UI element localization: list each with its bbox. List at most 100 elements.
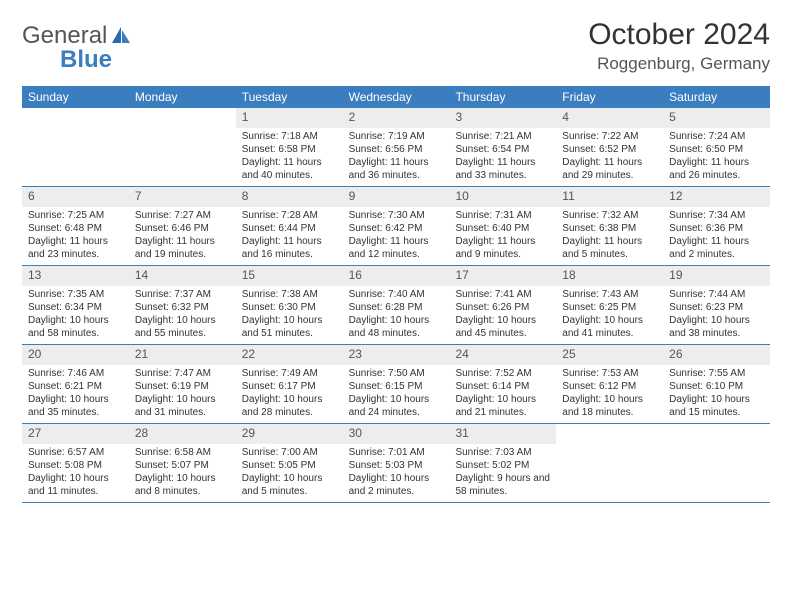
day-body: Sunrise: 6:58 AMSunset: 5:07 PMDaylight:… xyxy=(129,444,236,498)
day-cell: 8Sunrise: 7:28 AMSunset: 6:44 PMDaylight… xyxy=(236,187,343,265)
daylight-text: Daylight: 10 hours and 28 minutes. xyxy=(242,393,337,419)
day-header-cell: Sunday xyxy=(22,86,129,108)
day-cell: 15Sunrise: 7:38 AMSunset: 6:30 PMDayligh… xyxy=(236,266,343,344)
sunrise-text: Sunrise: 7:49 AM xyxy=(242,367,337,380)
sunrise-text: Sunrise: 7:01 AM xyxy=(349,446,444,459)
day-number xyxy=(556,424,663,444)
sunset-text: Sunset: 5:07 PM xyxy=(135,459,230,472)
day-body: Sunrise: 6:57 AMSunset: 5:08 PMDaylight:… xyxy=(22,444,129,498)
day-header-cell: Thursday xyxy=(449,86,556,108)
sunrise-text: Sunrise: 7:44 AM xyxy=(669,288,764,301)
sunrise-text: Sunrise: 7:55 AM xyxy=(669,367,764,380)
day-body: Sunrise: 7:46 AMSunset: 6:21 PMDaylight:… xyxy=(22,365,129,419)
day-body: Sunrise: 7:38 AMSunset: 6:30 PMDaylight:… xyxy=(236,286,343,340)
day-body: Sunrise: 7:19 AMSunset: 6:56 PMDaylight:… xyxy=(343,128,450,182)
day-cell: 30Sunrise: 7:01 AMSunset: 5:03 PMDayligh… xyxy=(343,424,450,502)
sunset-text: Sunset: 6:40 PM xyxy=(455,222,550,235)
day-body: Sunrise: 7:40 AMSunset: 6:28 PMDaylight:… xyxy=(343,286,450,340)
day-number: 17 xyxy=(449,266,556,286)
day-number: 13 xyxy=(22,266,129,286)
day-number: 30 xyxy=(343,424,450,444)
sunset-text: Sunset: 6:42 PM xyxy=(349,222,444,235)
day-body: Sunrise: 7:18 AMSunset: 6:58 PMDaylight:… xyxy=(236,128,343,182)
daylight-text: Daylight: 10 hours and 45 minutes. xyxy=(455,314,550,340)
week-row: 6Sunrise: 7:25 AMSunset: 6:48 PMDaylight… xyxy=(22,187,770,266)
daylight-text: Daylight: 10 hours and 5 minutes. xyxy=(242,472,337,498)
daylight-text: Daylight: 10 hours and 15 minutes. xyxy=(669,393,764,419)
daylight-text: Daylight: 10 hours and 48 minutes. xyxy=(349,314,444,340)
sunset-text: Sunset: 6:26 PM xyxy=(455,301,550,314)
daylight-text: Daylight: 11 hours and 2 minutes. xyxy=(669,235,764,261)
day-body: Sunrise: 7:52 AMSunset: 6:14 PMDaylight:… xyxy=(449,365,556,419)
day-number: 19 xyxy=(663,266,770,286)
day-cell: 22Sunrise: 7:49 AMSunset: 6:17 PMDayligh… xyxy=(236,345,343,423)
sunset-text: Sunset: 6:46 PM xyxy=(135,222,230,235)
week-row: 1Sunrise: 7:18 AMSunset: 6:58 PMDaylight… xyxy=(22,108,770,187)
day-number: 6 xyxy=(22,187,129,207)
day-body xyxy=(663,444,770,446)
day-cell: 5Sunrise: 7:24 AMSunset: 6:50 PMDaylight… xyxy=(663,108,770,186)
sunset-text: Sunset: 6:36 PM xyxy=(669,222,764,235)
daylight-text: Daylight: 10 hours and 11 minutes. xyxy=(28,472,123,498)
day-number: 25 xyxy=(556,345,663,365)
day-number: 27 xyxy=(22,424,129,444)
day-number: 15 xyxy=(236,266,343,286)
sunset-text: Sunset: 5:05 PM xyxy=(242,459,337,472)
day-body: Sunrise: 7:22 AMSunset: 6:52 PMDaylight:… xyxy=(556,128,663,182)
day-number: 20 xyxy=(22,345,129,365)
day-cell: 1Sunrise: 7:18 AMSunset: 6:58 PMDaylight… xyxy=(236,108,343,186)
day-cell: 18Sunrise: 7:43 AMSunset: 6:25 PMDayligh… xyxy=(556,266,663,344)
day-number: 2 xyxy=(343,108,450,128)
day-cell: 28Sunrise: 6:58 AMSunset: 5:07 PMDayligh… xyxy=(129,424,236,502)
day-cell: 7Sunrise: 7:27 AMSunset: 6:46 PMDaylight… xyxy=(129,187,236,265)
day-cell: 13Sunrise: 7:35 AMSunset: 6:34 PMDayligh… xyxy=(22,266,129,344)
sunset-text: Sunset: 5:08 PM xyxy=(28,459,123,472)
sunset-text: Sunset: 6:50 PM xyxy=(669,143,764,156)
day-cell xyxy=(22,108,129,186)
daylight-text: Daylight: 10 hours and 41 minutes. xyxy=(562,314,657,340)
day-cell: 26 Sunrise: 7:55 AMSunset: 6:10 PMDayligh… xyxy=(663,345,770,423)
day-number: 21 xyxy=(129,345,236,365)
sunrise-text: Sunrise: 7:18 AM xyxy=(242,130,337,143)
daylight-text: Daylight: 11 hours and 36 minutes. xyxy=(349,156,444,182)
sunrise-text: Sunrise: 7:47 AM xyxy=(135,367,230,380)
daylight-text: Daylight: 11 hours and 9 minutes. xyxy=(455,235,550,261)
day-number xyxy=(22,108,129,128)
sunrise-text: Sunrise: 7:31 AM xyxy=(455,209,550,222)
week-row: 20Sunrise: 7:46 AMSunset: 6:21 PMDayligh… xyxy=(22,345,770,424)
day-body: Sunrise: 7:30 AMSunset: 6:42 PMDaylight:… xyxy=(343,207,450,261)
day-cell: 21Sunrise: 7:47 AMSunset: 6:19 PMDayligh… xyxy=(129,345,236,423)
sunrise-text: Sunrise: 7:30 AM xyxy=(349,209,444,222)
day-cell: 2Sunrise: 7:19 AMSunset: 6:56 PMDaylight… xyxy=(343,108,450,186)
day-number: 18 xyxy=(556,266,663,286)
sunrise-text: Sunrise: 7:53 AM xyxy=(562,367,657,380)
day-body: Sunrise: 7:27 AMSunset: 6:46 PMDaylight:… xyxy=(129,207,236,261)
sunrise-text: Sunrise: 7:21 AM xyxy=(455,130,550,143)
day-body: Sunrise: 7:43 AMSunset: 6:25 PMDaylight:… xyxy=(556,286,663,340)
sunset-text: Sunset: 6:28 PM xyxy=(349,301,444,314)
sunset-text: Sunset: 6:10 PM xyxy=(669,380,764,393)
day-header-cell: Monday xyxy=(129,86,236,108)
sunrise-text: Sunrise: 7:38 AM xyxy=(242,288,337,301)
sunset-text: Sunset: 6:19 PM xyxy=(135,380,230,393)
sunrise-text: Sunrise: 7:43 AM xyxy=(562,288,657,301)
day-header-cell: Saturday xyxy=(663,86,770,108)
sunrise-text: Sunrise: 7:28 AM xyxy=(242,209,337,222)
day-cell: 19Sunrise: 7:44 AMSunset: 6:23 PMDayligh… xyxy=(663,266,770,344)
day-cell xyxy=(663,424,770,502)
day-cell: 9Sunrise: 7:30 AMSunset: 6:42 PMDaylight… xyxy=(343,187,450,265)
day-number: 1 xyxy=(236,108,343,128)
day-number xyxy=(129,108,236,128)
daylight-text: Daylight: 11 hours and 16 minutes. xyxy=(242,235,337,261)
day-number: 31 xyxy=(449,424,556,444)
sunset-text: Sunset: 5:03 PM xyxy=(349,459,444,472)
logo-text-2: Blue xyxy=(60,46,112,73)
day-body xyxy=(556,444,663,446)
day-number: 26 xyxy=(663,345,770,365)
day-number: 4 xyxy=(556,108,663,128)
sunrise-text: Sunrise: 7:22 AM xyxy=(562,130,657,143)
day-number: 8 xyxy=(236,187,343,207)
calendar: SundayMondayTuesdayWednesdayThursdayFrid… xyxy=(22,86,770,503)
daylight-text: Daylight: 11 hours and 23 minutes. xyxy=(28,235,123,261)
sunset-text: Sunset: 6:56 PM xyxy=(349,143,444,156)
